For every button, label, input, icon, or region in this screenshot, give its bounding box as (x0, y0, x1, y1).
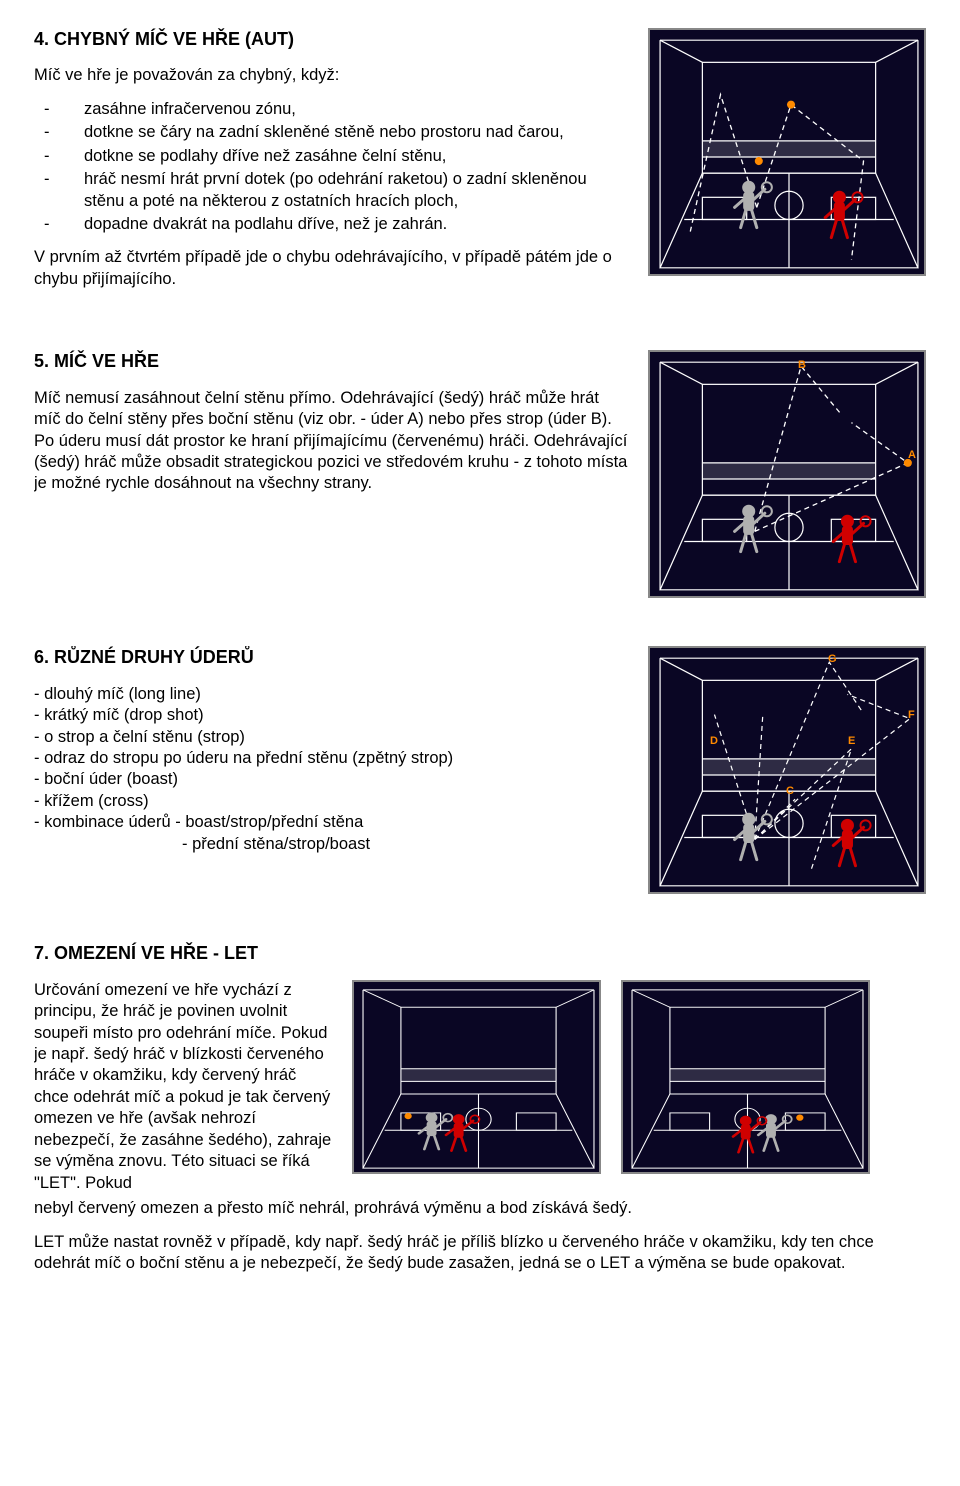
section-4-bullets: zasáhne infračervenou zónu, dotkne se čá… (34, 99, 630, 236)
section-7-p2: LET může nastat rovněž v případě, kdy na… (34, 1232, 926, 1275)
section-5-figure: B A (648, 350, 926, 598)
section-4-heading: 4. CHYBNÝ MÍČ VE HŘE (AUT) (34, 28, 630, 51)
section-7-text: Určování omezení ve hře vychází z princi… (34, 980, 334, 1194)
section-7-p1a: Určování omezení ve hře vychází z princi… (34, 981, 331, 1192)
label-b: B (798, 358, 806, 372)
section-7-heading: 7. OMEZENÍ VE HŘE - LET (34, 942, 926, 965)
label-f: F (908, 708, 915, 722)
section-6: 6. RŮZNÉ DRUHY ÚDERŮ - dlouhý míč (long … (34, 646, 926, 894)
line: - křížem (cross) (34, 791, 630, 812)
label-d: D (710, 734, 718, 748)
line: - odraz do stropu po úderu na přední stě… (34, 748, 630, 769)
section-6-heading: 6. RŮZNÉ DRUHY ÚDERŮ (34, 646, 630, 669)
section-7-figures (352, 980, 870, 1174)
line: - boční úder (boast) (34, 769, 630, 790)
section-5: 5. MÍČ VE HŘE Míč nemusí zasáhnout čelní… (34, 350, 926, 598)
bullet: dotkne se podlahy dříve než zasáhne čeln… (34, 146, 630, 167)
bullet: dopadne dvakrát na podlahu dříve, než je… (34, 214, 630, 235)
label-g: G (828, 652, 837, 666)
line: - o strop a čelní stěnu (strop) (34, 727, 630, 748)
line-indent: - přední stěna/strop/boast (34, 834, 630, 855)
section-5-text: 5. MÍČ VE HŘE Míč nemusí zasáhnout čelní… (34, 350, 630, 507)
section-6-text: 6. RŮZNÉ DRUHY ÚDERŮ - dlouhý míč (long … (34, 646, 630, 855)
section-4-figure (648, 28, 926, 276)
section-4: 4. CHYBNÝ MÍČ VE HŘE (AUT) Míč ve hře je… (34, 28, 926, 302)
label-e: E (848, 734, 855, 748)
label-c: C (786, 784, 794, 798)
line: - kombinace úderů - boast/strop/přední s… (34, 812, 630, 833)
section-7: 7. OMEZENÍ VE HŘE - LET Určování omezení… (34, 942, 926, 1286)
section-6-figure: G F E D C (648, 646, 926, 894)
section-4-text: 4. CHYBNÝ MÍČ VE HŘE (AUT) Míč ve hře je… (34, 28, 630, 302)
section-5-heading: 5. MÍČ VE HŘE (34, 350, 630, 373)
line: - dlouhý míč (long line) (34, 684, 630, 705)
label-a: A (908, 448, 916, 462)
section-4-intro: Míč ve hře je považován za chybný, když: (34, 65, 630, 86)
line: - krátký míč (drop shot) (34, 705, 630, 726)
section-7-p1b: nebyl červený omezen a přesto míč nehrál… (34, 1198, 926, 1219)
bullet: zasáhne infračervenou zónu, (34, 99, 630, 120)
section-5-body: Míč nemusí zasáhnout čelní stěnu přímo. … (34, 388, 630, 495)
section-4-after: V prvním až čtvrtém případě jde o chybu … (34, 247, 630, 290)
bullet: dotkne se čáry na zadní skleněné stěně n… (34, 122, 630, 143)
bullet: hráč nesmí hrát první dotek (po odehrání… (34, 169, 630, 212)
